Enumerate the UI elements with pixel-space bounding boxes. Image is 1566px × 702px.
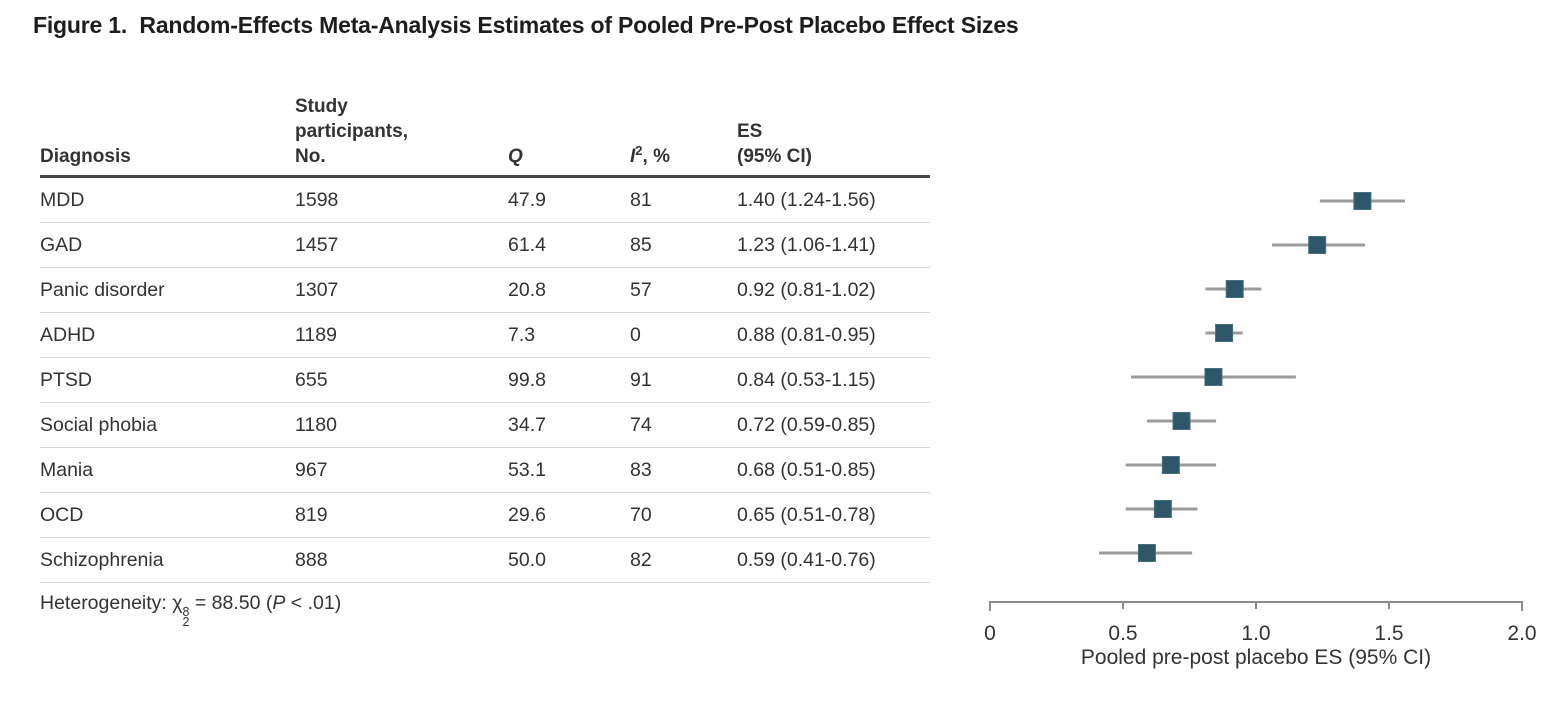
- header-participants: Study participants, No.: [295, 95, 408, 167]
- es-marker: [1161, 456, 1180, 474]
- es-marker: [1308, 236, 1327, 254]
- header-diagnosis: Diagnosis: [40, 145, 131, 167]
- cell-es: 0.88 (0.81-0.95): [737, 323, 876, 346]
- table-row: Panic disorder 1307 20.8 57 0.92 (0.81-1.02): [40, 268, 930, 313]
- cell-diagnosis: GAD: [40, 233, 83, 256]
- x-tick-label: 0: [984, 622, 996, 645]
- cell-i2: 74: [630, 413, 652, 436]
- x-tick-label: 1.5: [1374, 622, 1403, 645]
- header-i2-base: I: [630, 145, 636, 167]
- cell-es: 1.23 (1.06-1.41): [737, 233, 876, 256]
- table-row: MDD 1598 47.9 81 1.40 (1.24-1.56): [40, 178, 930, 223]
- cell-i2: 83: [630, 458, 652, 481]
- cell-participants: 655: [295, 368, 328, 391]
- cell-diagnosis: Social phobia: [40, 413, 158, 436]
- cell-diagnosis: ADHD: [40, 323, 96, 346]
- header-i2-rest: , %: [642, 145, 670, 167]
- es-marker: [1172, 412, 1191, 430]
- cell-diagnosis: MDD: [40, 188, 85, 211]
- cell-es: 0.72 (0.59-0.85): [737, 413, 876, 436]
- forest-plot: 0 0.5 1.0 1.5 2.0 Pooled pre-post placebo ES …: [984, 192, 1537, 669]
- header-q-label: Q: [508, 145, 523, 167]
- cell-participants: 1307: [295, 278, 339, 301]
- cell-participants: 1457: [295, 233, 339, 256]
- table-row: Mania 967 53.1 83 0.68 (0.51-0.85): [40, 448, 930, 493]
- cell-q: 47.9: [508, 188, 546, 211]
- table-row: OCD 819 29.6 70 0.65 (0.51-0.78): [40, 493, 930, 538]
- cell-q: 20.8: [508, 278, 546, 301]
- cell-participants: 967: [295, 458, 328, 481]
- cell-diagnosis: Mania: [40, 458, 94, 481]
- header-es: ES (95% CI): [737, 120, 812, 167]
- cell-es: 0.65 (0.51-0.78): [737, 503, 876, 526]
- table-row: ADHD 1189 7.3 0 0.88 (0.81-0.95): [40, 313, 930, 358]
- cell-es: 0.84 (0.53-1.15): [737, 368, 876, 391]
- cell-diagnosis: Panic disorder: [40, 278, 165, 301]
- cell-i2: 70: [630, 503, 652, 526]
- heterogeneity-value: = 88.50 (: [189, 592, 273, 614]
- cell-diagnosis: Schizophrenia: [40, 548, 164, 571]
- table-body: MDD 1598 47.9 81 1.40 (1.24-1.56) GAD 1457 61.4…: [40, 178, 930, 583]
- cell-i2: 57: [630, 278, 652, 301]
- cell-es: 0.92 (0.81-1.02): [737, 278, 876, 301]
- figure-title: Figure 1. Random-Effects Meta-Analysis E…: [33, 12, 1019, 38]
- cell-participants: 1598: [295, 188, 339, 211]
- x-tick-label: 2.0: [1507, 622, 1536, 645]
- es-marker: [1204, 368, 1223, 386]
- es-marker: [1215, 324, 1234, 342]
- table-row: GAD 1457 61.4 85 1.23 (1.06-1.41): [40, 223, 930, 268]
- cell-q: 61.4: [508, 233, 546, 256]
- cell-i2: 0: [630, 323, 641, 346]
- cell-diagnosis: OCD: [40, 503, 84, 526]
- cell-i2: 91: [630, 368, 652, 391]
- cell-q: 53.1: [508, 458, 546, 481]
- cell-participants: 819: [295, 503, 328, 526]
- cell-q: 7.3: [508, 323, 536, 346]
- table-row: Schizophrenia 888 50.0 82 0.59 (0.41-0.76): [40, 538, 930, 583]
- cell-q: 50.0: [508, 548, 546, 571]
- x-tick-label: 0.5: [1108, 622, 1137, 645]
- cell-participants: 888: [295, 548, 328, 571]
- heterogeneity-label: Heterogeneity: χ: [40, 592, 183, 614]
- chi-sup: 8: [182, 605, 190, 619]
- p-symbol: P: [272, 592, 286, 614]
- cell-q: 29.6: [508, 503, 546, 526]
- cell-q: 99.8: [508, 368, 546, 391]
- es-marker: [1153, 500, 1172, 518]
- es-marker: [1137, 544, 1156, 562]
- cell-participants: 1180: [295, 413, 337, 436]
- header-i2-sup: 2: [635, 142, 643, 158]
- cell-es: 1.40 (1.24-1.56): [737, 188, 876, 211]
- cell-i2: 85: [630, 233, 652, 256]
- x-axis-title: Pooled pre-post placebo ES (95% CI): [1081, 646, 1431, 669]
- header-q: Q: [508, 144, 630, 169]
- cell-es: 0.59 (0.41-0.76): [737, 548, 876, 571]
- cell-i2: 81: [630, 188, 652, 211]
- cell-i2: 82: [630, 548, 652, 571]
- table-row: Social phobia 1180 34.7 74 0.72 (0.59-0.85): [40, 403, 930, 448]
- es-marker: [1225, 280, 1244, 298]
- x-tick-label: 1.0: [1241, 622, 1270, 645]
- cell-es: 0.68 (0.51-0.85): [737, 458, 876, 481]
- p-value: < .01): [285, 592, 342, 614]
- table-row: PTSD 655 99.8 91 0.84 (0.53-1.15): [40, 358, 930, 403]
- cell-diagnosis: PTSD: [40, 368, 93, 391]
- es-marker: [1353, 192, 1372, 210]
- chi-sub: 2: [182, 615, 190, 630]
- summary-table: Diagnosis Study participants, No. Q I2, …: [40, 80, 930, 630]
- cell-q: 34.7: [508, 413, 546, 436]
- table-header-row: Diagnosis Study participants, No. Q I2, …: [40, 80, 930, 178]
- header-i2: I2, %: [630, 142, 737, 169]
- cell-participants: 1189: [295, 323, 337, 346]
